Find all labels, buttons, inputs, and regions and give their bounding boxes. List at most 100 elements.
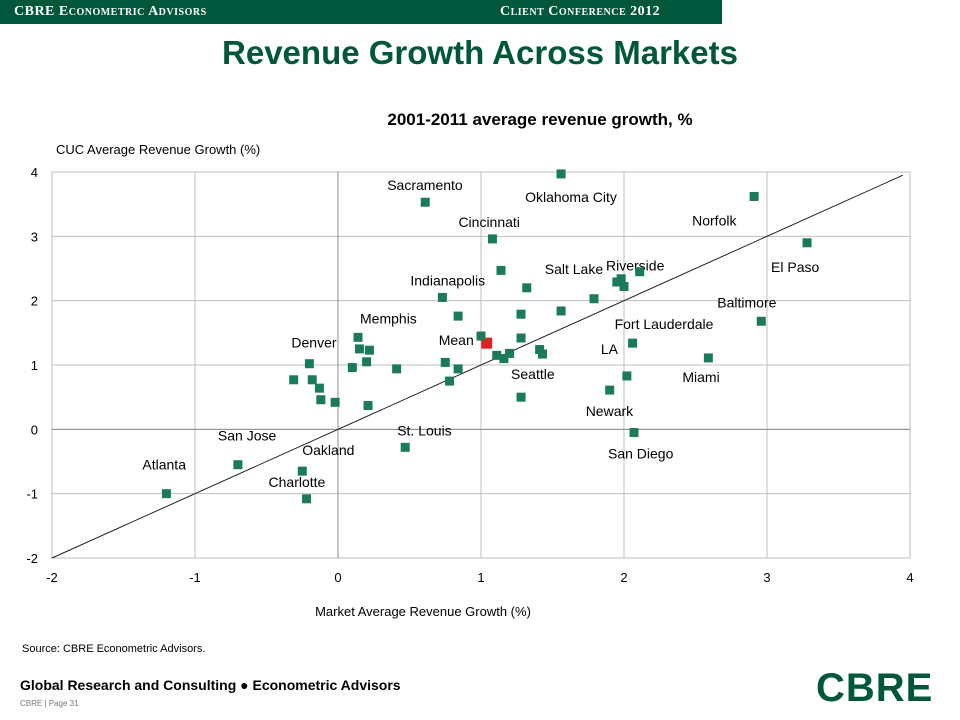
point-label: Charlotte xyxy=(269,474,326,490)
point-label: Atlanta xyxy=(142,457,186,473)
point-label: Denver xyxy=(291,335,336,351)
diagonal-line xyxy=(51,174,904,559)
point-label: Riverside xyxy=(606,258,665,274)
data-point xyxy=(453,311,463,321)
page-number: CBRE | Page 31 xyxy=(20,699,79,708)
data-point xyxy=(347,363,357,373)
data-point xyxy=(499,354,509,364)
point-label: Mean xyxy=(439,332,474,348)
data-point xyxy=(302,494,312,504)
point-label: St. Louis xyxy=(397,422,451,438)
data-point xyxy=(505,348,515,358)
data-point xyxy=(605,385,615,395)
data-point xyxy=(535,345,545,355)
data-point xyxy=(437,292,447,302)
data-point xyxy=(354,344,364,354)
data-point xyxy=(316,395,326,405)
point-label: Oklahoma City xyxy=(525,189,617,205)
y-tick-label: 3 xyxy=(31,229,38,244)
data-point xyxy=(487,234,497,244)
data-point xyxy=(703,353,713,363)
point-label: Norfolk xyxy=(692,212,737,228)
data-point xyxy=(161,489,171,499)
data-point xyxy=(522,283,532,293)
data-point xyxy=(616,274,626,284)
org-name: CBRE Econometric Advisors xyxy=(14,4,207,19)
data-point xyxy=(400,442,410,452)
header-bar: CBRE Econometric Advisors Client Confere… xyxy=(0,0,722,24)
y-tick-label: -1 xyxy=(26,487,38,502)
data-point xyxy=(556,306,566,316)
point-label: LA xyxy=(601,341,619,357)
data-point xyxy=(392,364,402,374)
data-point xyxy=(516,392,526,402)
slide-title: Revenue Growth Across Markets xyxy=(222,34,738,71)
point-label: Sacramento xyxy=(387,177,463,193)
data-point xyxy=(297,466,307,476)
y-tick-label: 0 xyxy=(31,422,38,437)
data-point xyxy=(476,331,486,341)
data-point xyxy=(619,282,629,292)
x-tick-label: 2 xyxy=(620,570,627,585)
footer-text: Global Research and Consulting ● Econome… xyxy=(20,677,401,693)
point-label: Newark xyxy=(586,403,634,419)
data-point xyxy=(362,357,372,367)
data-point xyxy=(589,294,599,304)
data-point xyxy=(364,345,374,355)
point-label: Miami xyxy=(682,369,719,385)
data-point xyxy=(492,350,502,360)
data-point xyxy=(453,364,463,374)
point-label: Salt Lake xyxy=(545,261,604,277)
data-point xyxy=(440,357,450,367)
x-tick-label: -2 xyxy=(46,570,58,585)
data-point xyxy=(330,397,340,407)
y-tick-label: 1 xyxy=(31,358,38,373)
point-label: Baltimore xyxy=(717,294,776,310)
data-point xyxy=(420,197,430,207)
data-point xyxy=(628,338,638,348)
data-point xyxy=(314,383,324,393)
y-tick-label: -2 xyxy=(26,551,38,566)
conference-name: Client Conference 2012 xyxy=(500,4,661,19)
data-point xyxy=(802,238,812,248)
cbre-logo: CBRE xyxy=(816,666,934,710)
data-point xyxy=(363,401,373,411)
data-point xyxy=(304,359,314,369)
data-point xyxy=(629,428,639,438)
chart-title: 2001-2011 average revenue growth, % xyxy=(387,110,693,129)
data-point xyxy=(445,376,455,386)
y-tick-label: 2 xyxy=(31,294,38,309)
data-point xyxy=(556,169,566,179)
data-point xyxy=(749,191,759,201)
point-label: Memphis xyxy=(360,310,417,326)
data-point xyxy=(537,349,547,359)
x-tick-label: 1 xyxy=(477,570,484,585)
data-point xyxy=(635,267,645,277)
data-point xyxy=(622,371,632,381)
data-point xyxy=(756,316,766,326)
x-tick-label: 3 xyxy=(763,570,770,585)
data-point xyxy=(516,333,526,343)
point-label: San Jose xyxy=(218,428,277,444)
data-point xyxy=(289,375,299,385)
y-axis-label: CUC Average Revenue Growth (%) xyxy=(56,142,261,157)
x-tick-label: -1 xyxy=(189,570,201,585)
point-label: Fort Lauderdale xyxy=(615,316,714,332)
point-label: San Diego xyxy=(608,446,674,462)
y-tick-label: 4 xyxy=(31,165,38,180)
point-label: El Paso xyxy=(771,259,819,275)
point-label: Seattle xyxy=(511,366,555,382)
source-note: Source: CBRE Econometric Advisors. xyxy=(22,643,206,655)
point-label: Cincinnati xyxy=(458,214,519,230)
point-label: Oakland xyxy=(302,442,354,458)
data-point xyxy=(516,309,526,319)
data-point xyxy=(233,460,243,470)
x-tick-label: 4 xyxy=(906,570,913,585)
x-axis-label: Market Average Revenue Growth (%) xyxy=(315,604,531,619)
data-point xyxy=(353,332,363,342)
data-point xyxy=(307,375,317,385)
mean-point xyxy=(481,337,493,349)
point-label: Indianapolis xyxy=(410,272,485,288)
x-tick-label: 0 xyxy=(334,570,341,585)
